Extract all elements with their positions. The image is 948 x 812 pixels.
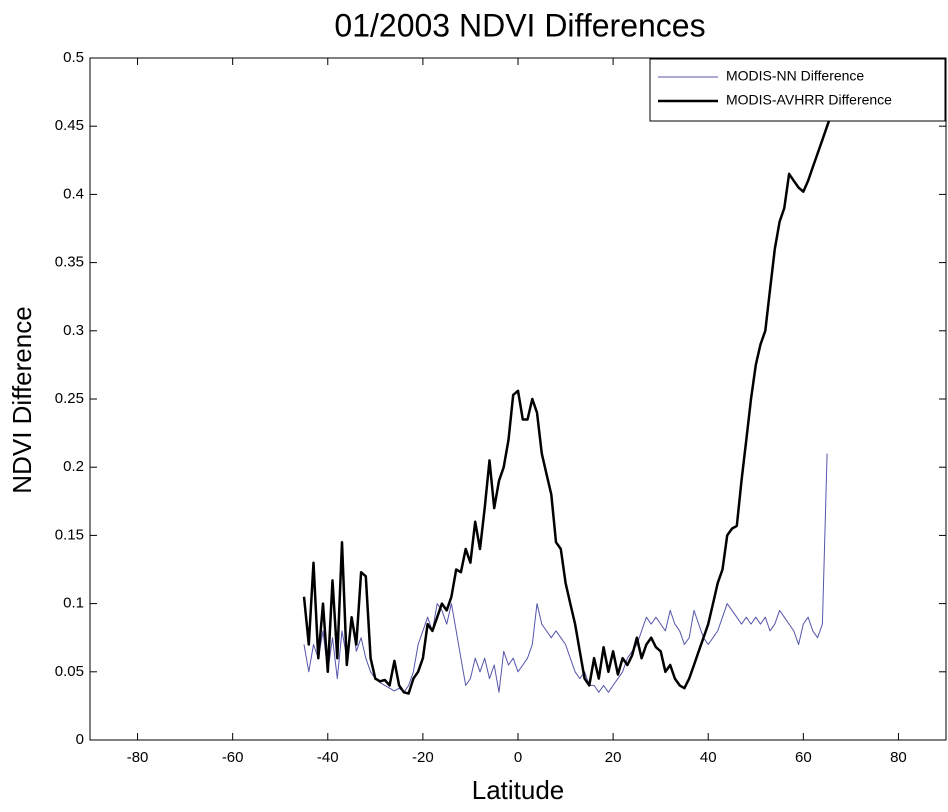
x-tick-label: 60 (795, 749, 812, 766)
x-tick-label: -60 (222, 749, 244, 766)
y-tick-label: 0.3 (63, 322, 84, 339)
legend-label: MODIS-NN Difference (726, 68, 864, 84)
x-tick-label: -80 (127, 749, 149, 766)
legend-box (649, 58, 946, 122)
y-tick-label: 0.45 (55, 117, 84, 134)
y-tick-label: 0 (76, 731, 84, 748)
plot-area (302, 71, 843, 695)
y-tick-label: 0.35 (55, 254, 84, 271)
y-axis-label: NDVI Difference (7, 306, 37, 493)
y-tick-label: 0.15 (55, 526, 84, 543)
x-tick-label: -40 (317, 749, 339, 766)
y-tick-label: 0.2 (63, 458, 84, 475)
y-tick-label: 0.4 (63, 185, 84, 202)
x-tick-label: 80 (890, 749, 907, 766)
x-tick-label: 0 (514, 749, 522, 766)
y-tick-label: 0.5 (63, 49, 84, 66)
series-line (302, 71, 843, 695)
legend-label: MODIS-AVHRR Difference (726, 92, 892, 108)
series-line (303, 453, 828, 693)
x-axis-label: Latitude (472, 775, 565, 805)
y-tick-label: 0.25 (55, 390, 84, 407)
y-tick-label: 0.05 (55, 663, 84, 680)
x-tick-label: -20 (412, 749, 434, 766)
x-tick-label: 40 (700, 749, 717, 766)
y-tick-label: 0.1 (63, 595, 84, 612)
x-tick-label: 20 (605, 749, 622, 766)
chart-title: 01/2003 NDVI Differences (334, 7, 705, 43)
